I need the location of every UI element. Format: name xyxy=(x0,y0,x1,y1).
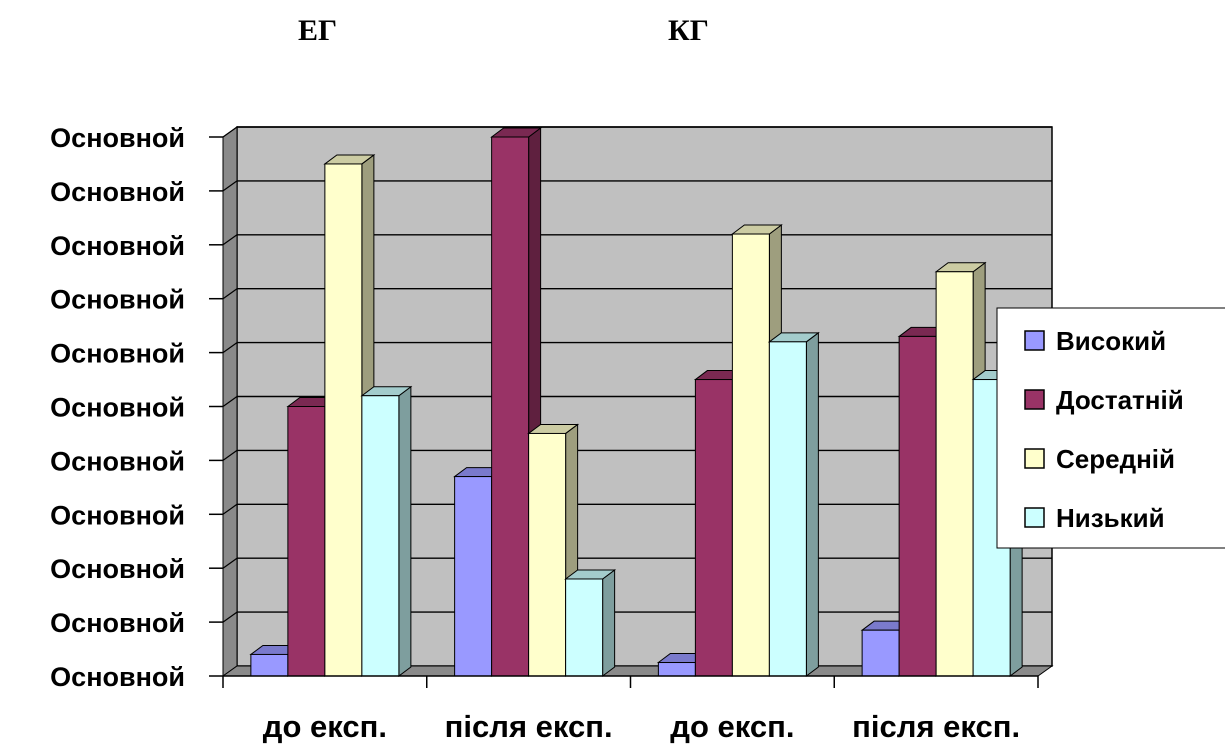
y-tick-label: Основной xyxy=(50,608,185,638)
x-tick-label: до експ. xyxy=(263,709,387,744)
bar-front xyxy=(454,476,493,677)
legend-swatch xyxy=(1024,330,1045,351)
bar-front xyxy=(324,163,363,677)
bar-front xyxy=(491,136,530,677)
gridline xyxy=(222,611,238,623)
y-tick-label: Основной xyxy=(50,393,185,423)
gridline xyxy=(222,288,238,300)
bar-front xyxy=(565,578,604,677)
legend-label: Низький xyxy=(1056,503,1165,533)
bar-front xyxy=(250,653,289,677)
gridline xyxy=(222,342,238,354)
gridline xyxy=(222,557,238,569)
bar-front xyxy=(657,662,696,677)
y-tick-label: Основной xyxy=(50,123,185,153)
bar-side xyxy=(805,331,819,677)
y-tick-label: Основной xyxy=(50,177,185,207)
group-label-kg: КГ xyxy=(668,14,709,47)
y-tick-label: Основной xyxy=(50,231,185,261)
bar-front xyxy=(361,395,400,677)
gridline xyxy=(222,180,238,192)
gridline xyxy=(222,234,238,246)
bar-front xyxy=(768,341,807,677)
y-tick-label: Основной xyxy=(50,500,185,530)
y-tick-label: Основной xyxy=(50,446,185,476)
bar-side xyxy=(398,385,412,677)
bar-front xyxy=(528,432,567,677)
gridline xyxy=(222,449,238,461)
bar-front xyxy=(731,233,770,677)
bar-front xyxy=(694,379,733,677)
legend-swatch xyxy=(1024,507,1045,528)
y-tick-label: Основной xyxy=(50,554,185,584)
bar-front xyxy=(287,406,326,677)
group-label-eg: ЕГ xyxy=(298,14,338,47)
bar xyxy=(564,568,617,677)
bar xyxy=(360,385,413,677)
legend-swatch xyxy=(1024,448,1045,469)
bar-side xyxy=(602,568,616,677)
legend-label: Достатній xyxy=(1056,385,1184,415)
y-tick-label: Основной xyxy=(50,285,185,315)
bar xyxy=(767,331,820,677)
bar-front xyxy=(861,629,900,677)
bar-front xyxy=(898,335,937,677)
legend-swatch xyxy=(1024,389,1045,410)
x-tick-label: до експ. xyxy=(670,709,794,744)
x-tick-label: після експ. xyxy=(445,709,613,744)
gridline xyxy=(222,126,238,138)
bar-front xyxy=(935,271,974,677)
legend-label: Середній xyxy=(1056,444,1175,474)
y-tick-label: Основной xyxy=(50,339,185,369)
x-tick-label: після експ. xyxy=(852,709,1020,744)
gridline xyxy=(222,396,238,407)
y-tick-label: Основной xyxy=(50,662,185,692)
legend-label: Високий xyxy=(1056,326,1166,356)
gridline xyxy=(222,503,238,515)
